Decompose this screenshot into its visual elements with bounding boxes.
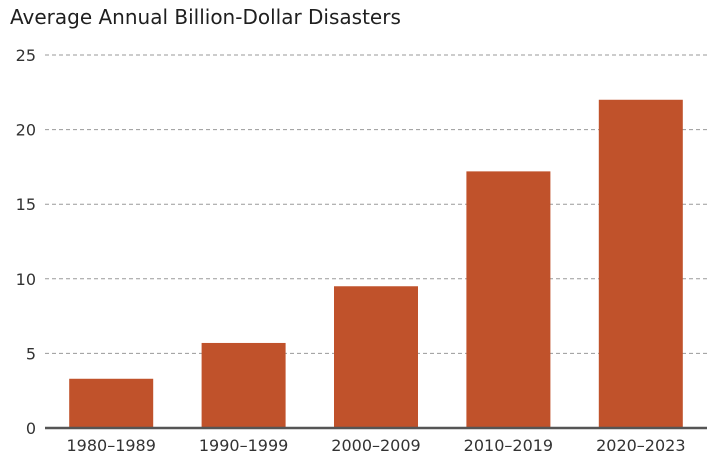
- bar: [69, 379, 153, 428]
- x-tick-labels: 1980–1989 1990–1999 2000–2009 2010–2019 2020…: [66, 436, 685, 455]
- x-tick-label: 2000–2009: [331, 436, 420, 455]
- bar: [466, 171, 550, 428]
- y-tick-label: 15: [16, 195, 36, 214]
- bars: [69, 100, 683, 428]
- bar: [334, 286, 418, 428]
- y-tick-labels: 0 5 10 15 20 25: [16, 46, 36, 438]
- y-tick-label: 20: [16, 121, 36, 140]
- x-tick-label: 1980–1989: [66, 436, 155, 455]
- y-tick-label: 5: [26, 344, 36, 363]
- y-tick-label: 10: [16, 270, 36, 289]
- x-tick-label: 2010–2019: [464, 436, 553, 455]
- x-tick-label: 2020–2023: [596, 436, 685, 455]
- x-tick-label: 1990–1999: [199, 436, 288, 455]
- y-tick-label: 0: [26, 419, 36, 438]
- bar: [599, 100, 683, 428]
- y-tick-label: 25: [16, 46, 36, 65]
- bar: [202, 343, 286, 428]
